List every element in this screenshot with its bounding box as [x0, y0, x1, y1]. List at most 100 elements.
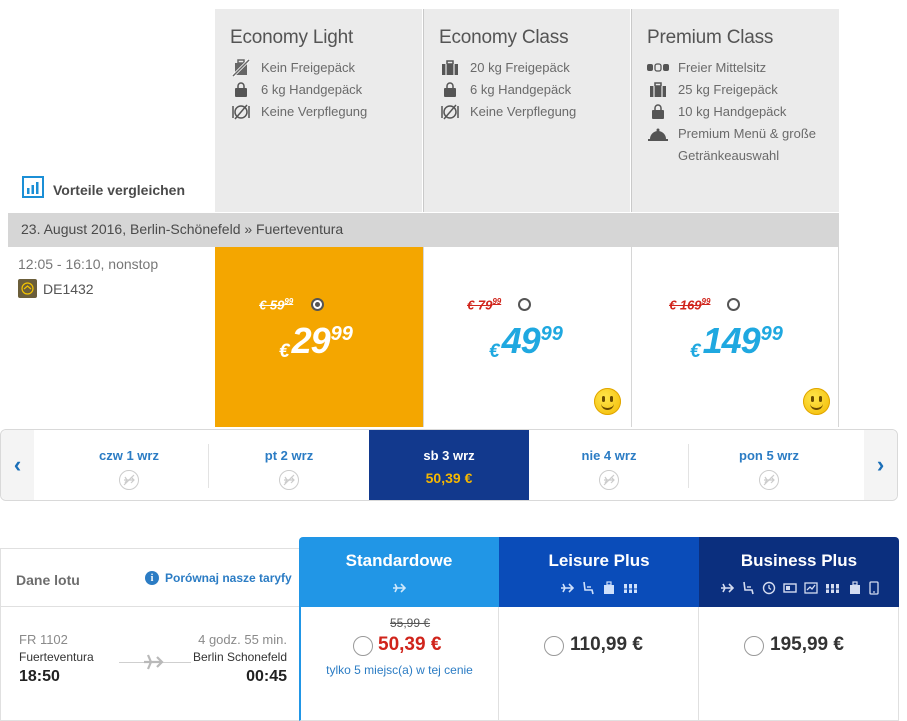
tariff-header-standard[interactable]: Standardowe — [299, 537, 499, 607]
date-price: 50,39 € — [425, 470, 473, 486]
fare-radio[interactable] — [727, 298, 740, 311]
fare-price-economy-light[interactable]: € 5999 €29 99 — [215, 247, 423, 427]
flight-data-header: Dane lotu i Porównaj nasze taryfy — [0, 548, 299, 607]
tariff-name: Leisure Plus — [548, 551, 650, 570]
plane-icon — [560, 583, 574, 593]
fare-column-economy-light: Economy Light Kein Freigepäck 6 kg Handg… — [215, 9, 422, 212]
date-option-selected[interactable]: sb 3 wrz 50,39 € — [369, 430, 529, 500]
new-price: €149 99 — [690, 320, 783, 363]
fare-feature: Keine Verpflegung — [230, 101, 411, 123]
luggage-trolley-icon — [622, 584, 639, 593]
handbag-icon — [230, 79, 252, 101]
no-meal-icon — [230, 101, 252, 123]
fare-column-economy-class: Economy Class 20 kg Freigepäck 6 kg Hand… — [423, 9, 630, 212]
tariff-header-business-plus[interactable]: Business Plus — [699, 537, 899, 607]
fare-radio[interactable] — [518, 298, 531, 311]
suitcase-icon — [439, 57, 461, 79]
fare-feature: 6 kg Handgepäck — [439, 79, 620, 101]
fare-feature: 6 kg Handgepäck — [230, 79, 411, 101]
tariff-price: 50,39 € — [378, 634, 442, 655]
suitcase-icon — [603, 581, 614, 594]
route-header: 23. August 2016, Berlin-Schönefeld » Fue… — [8, 213, 839, 247]
info-icon: i — [145, 571, 159, 585]
ticket-icon — [782, 583, 797, 593]
old-price: 55,99 € — [390, 616, 431, 630]
arrival-time: 00:45 — [246, 668, 287, 685]
fare-price-economy-class[interactable]: € 7999 €49 99 — [423, 247, 631, 427]
next-dates-button[interactable]: › — [864, 430, 897, 500]
tariff-option-leisure-plus[interactable]: 110,99 € — [499, 607, 699, 721]
tariff-option-business-plus[interactable]: 195,99 € — [699, 607, 899, 721]
fare-feature-text: Kein Freigepäck — [261, 60, 355, 75]
flight-times: 12:05 - 16:10, nonstop — [18, 256, 159, 272]
old-price: € 16999 — [669, 297, 711, 313]
tariff-radio[interactable] — [353, 636, 373, 656]
tariff-radio[interactable] — [544, 636, 564, 656]
tariff-name: Standardowe — [345, 551, 453, 570]
date-option[interactable]: pt 2 wrz — [209, 430, 369, 500]
tariff-radio[interactable] — [744, 636, 764, 656]
flight-data-label: Dane lotu — [16, 572, 80, 588]
fare-feature-text: Keine Verpflegung — [261, 104, 368, 119]
compare-benefits-label: Vorteile vergleichen — [53, 181, 186, 198]
no-flight-icon — [759, 470, 779, 490]
date-option[interactable]: pon 5 wrz — [689, 430, 849, 500]
fare-radio-selected[interactable] — [311, 298, 324, 311]
fare-feature: 20 kg Freigepäck — [439, 57, 620, 79]
suitcase-icon — [647, 79, 669, 101]
new-price: €49 99 — [489, 320, 563, 363]
tariff-price: 195,99 € — [770, 634, 844, 655]
fare-feature: Freier Mittelsitz — [647, 57, 828, 79]
date-option[interactable]: nie 4 wrz — [529, 430, 689, 500]
seat-icon — [742, 581, 754, 595]
clock-icon — [762, 581, 775, 595]
free-seat-icon — [647, 57, 669, 79]
route-text: 23. August 2016, Berlin-Schönefeld » Fue… — [21, 221, 344, 237]
chevron-left-icon: ‹ — [13, 452, 22, 477]
tariff-header-leisure-plus[interactable]: Leisure Plus — [499, 537, 699, 607]
tariff-price: 110,99 € — [570, 634, 643, 655]
no-flight-icon — [279, 470, 299, 490]
fare-feature-text: Keine Verpflegung — [470, 104, 577, 119]
prev-dates-button[interactable]: ‹ — [1, 430, 34, 500]
flight-number: DE1432 — [18, 279, 94, 298]
bar-chart-icon — [22, 176, 44, 203]
flight-duration: 4 godz. 55 min. — [198, 632, 287, 647]
date-option[interactable]: czw 1 wrz — [49, 430, 209, 500]
handbag-icon — [647, 101, 669, 123]
fare-feature-text: Freier Mittelsitz — [678, 60, 767, 75]
tariff-option-standard[interactable]: 55,99 € 50,39 € tylko 5 miejsc(a) w tej … — [299, 607, 499, 721]
fare-feature: Keine Verpflegung — [439, 101, 620, 123]
fare-title: Premium Class — [647, 27, 774, 48]
fare-title: Economy Light — [230, 27, 354, 48]
old-price: € 5999 — [259, 297, 294, 313]
no-flight-icon — [119, 470, 139, 490]
departure-time: 18:50 — [19, 668, 60, 685]
new-price: €29 99 — [279, 320, 353, 363]
no-baggage-icon — [230, 57, 252, 79]
phone-icon — [868, 581, 879, 595]
departure-airport: Fuerteventura — [19, 650, 94, 664]
luggage-trolley-icon — [824, 584, 841, 593]
plane-icon — [142, 652, 164, 677]
compare-tariffs-link[interactable]: i Porównaj nasze taryfy — [145, 571, 292, 585]
suitcase-icon — [849, 581, 860, 594]
fare-feature: 10 kg Handgepäck — [647, 101, 828, 123]
date-label: pt 2 wrz — [264, 448, 314, 463]
date-label: pon 5 wrz — [739, 448, 799, 463]
date-label: czw 1 wrz — [99, 448, 159, 463]
no-meal-icon — [439, 101, 461, 123]
fare-feature-text: Premium Menü & große Getränkeauswahl — [678, 126, 816, 163]
date-label: nie 4 wrz — [581, 448, 637, 463]
fare-feature: 25 kg Freigepäck — [647, 79, 828, 101]
lounge-icon — [803, 582, 818, 594]
compare-benefits-link[interactable]: Vorteile vergleichen — [22, 176, 185, 203]
plane-icon — [393, 583, 406, 593]
fare-feature-text: 6 kg Handgepäck — [261, 82, 363, 97]
availability-note: tylko 5 miejsc(a) w tej cenie — [326, 663, 473, 677]
meal-cloche-icon — [647, 123, 669, 145]
fare-feature: Kein Freigepäck — [230, 57, 411, 79]
arrival-airport: Berlin Schonefeld — [192, 650, 287, 664]
fare-feature-text: 20 kg Freigepäck — [470, 60, 570, 75]
fare-price-premium-class[interactable]: € 16999 €149 99 — [631, 247, 839, 427]
